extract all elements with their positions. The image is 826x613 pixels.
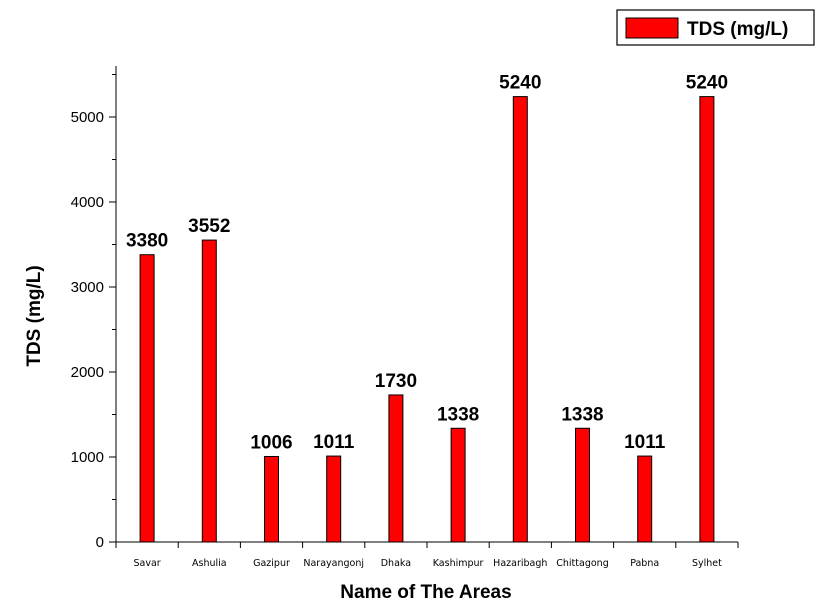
- y-tick-label: 3000: [71, 279, 104, 296]
- bar: [450, 427, 466, 543]
- bar: [326, 455, 342, 543]
- category-label: Kashimpur: [433, 558, 484, 569]
- x-axis-title: Name of The Areas: [340, 582, 511, 603]
- y-tick-label: 4000: [71, 194, 104, 211]
- legend-label: TDS (mg/L): [687, 19, 788, 40]
- y-tick-label: 2000: [71, 364, 104, 381]
- category-label: Narayangonj: [303, 558, 364, 569]
- y-tick-label: 1000: [71, 449, 104, 466]
- category-label: Pabna: [630, 558, 659, 569]
- y-tick-label: 0: [96, 534, 104, 551]
- bar: [512, 96, 528, 543]
- data-label: 3552: [188, 216, 230, 237]
- data-label: 1011: [624, 432, 666, 453]
- bar: [575, 427, 590, 543]
- data-label: 1011: [313, 432, 355, 453]
- data-label: 1338: [437, 404, 479, 425]
- category-label: Sylhet: [692, 558, 722, 569]
- bars: [139, 96, 715, 543]
- bar: [264, 455, 279, 543]
- category-label: Gazipur: [253, 558, 290, 569]
- data-label: 5240: [686, 73, 728, 94]
- data-label: 1338: [561, 404, 603, 425]
- bar: [388, 394, 404, 543]
- data-label: 3380: [126, 231, 168, 252]
- bar: [139, 254, 155, 543]
- category-label: Hazaribagh: [493, 558, 547, 569]
- category-label: Savar: [133, 558, 160, 569]
- legend-swatch: [625, 17, 679, 39]
- bar: [201, 239, 217, 543]
- bar: [699, 96, 715, 543]
- category-label: Dhaka: [381, 558, 411, 569]
- y-tick-label: 5000: [71, 109, 104, 126]
- bar: [637, 455, 653, 543]
- x-ticks: [115, 542, 739, 548]
- data-label: 1730: [375, 371, 417, 392]
- legend: TDS (mg/L): [616, 9, 815, 46]
- category-label: Ashulia: [192, 558, 227, 569]
- y-axis-title: TDS (mg/L): [24, 265, 45, 366]
- data-label: 1006: [250, 432, 292, 453]
- category-labels: Savar Ashulia Gazipur Narayangonj Dhaka Kashi…: [133, 558, 722, 569]
- data-label: 5240: [499, 73, 541, 94]
- category-label: Chittagong: [556, 558, 608, 569]
- y-ticks: 0 1000 2000 3000 4000 5000: [71, 74, 116, 551]
- data-labels: 3380 3552 1006 1011 1730 1338 5240 1338 1011 5240: [126, 73, 728, 454]
